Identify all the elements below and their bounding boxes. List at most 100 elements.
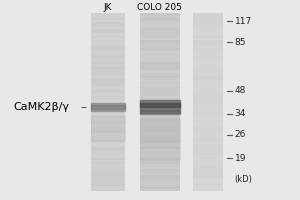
Bar	[193, 153, 223, 155]
Bar	[91, 151, 125, 153]
Bar	[91, 96, 125, 98]
Bar	[91, 135, 125, 138]
Text: CaMK2β/γ: CaMK2β/γ	[13, 102, 69, 112]
Bar	[193, 167, 223, 169]
Bar	[140, 160, 180, 162]
Bar	[140, 169, 180, 171]
Bar	[193, 189, 223, 191]
Text: 19: 19	[235, 154, 246, 163]
Bar	[140, 138, 180, 140]
Bar	[193, 20, 223, 22]
Bar	[140, 102, 180, 104]
Bar	[140, 80, 180, 82]
Bar	[140, 124, 180, 127]
Bar	[193, 62, 223, 64]
Bar	[193, 98, 223, 100]
Bar	[140, 115, 180, 118]
Bar	[193, 138, 223, 140]
Text: --: --	[80, 102, 87, 112]
Bar	[91, 31, 125, 33]
Bar	[91, 122, 125, 124]
Bar	[91, 91, 125, 93]
Bar	[91, 178, 125, 180]
Bar	[140, 175, 180, 178]
Bar	[140, 22, 180, 25]
Bar	[193, 100, 223, 102]
Bar	[91, 42, 125, 45]
Bar	[193, 140, 223, 142]
Bar	[140, 98, 180, 100]
Bar	[140, 167, 180, 169]
Bar	[91, 140, 125, 142]
Bar	[193, 133, 223, 135]
Bar	[140, 151, 180, 153]
Bar	[91, 20, 125, 22]
Bar	[91, 138, 125, 140]
Bar	[140, 173, 180, 175]
Bar	[193, 27, 223, 29]
Bar	[193, 122, 223, 124]
Bar	[91, 16, 125, 18]
Bar	[140, 122, 180, 124]
Bar	[140, 162, 180, 164]
Bar	[140, 144, 180, 147]
Bar	[193, 49, 223, 51]
Bar	[193, 89, 223, 91]
Bar	[193, 164, 223, 167]
Bar	[91, 147, 125, 149]
Bar	[193, 135, 223, 138]
Bar	[193, 127, 223, 129]
Bar	[140, 149, 180, 151]
Bar	[91, 124, 125, 127]
Bar	[91, 162, 125, 164]
Bar	[140, 109, 180, 111]
Bar	[193, 147, 223, 149]
Bar	[193, 142, 223, 144]
Bar	[140, 133, 180, 135]
Bar	[193, 80, 223, 82]
Bar	[91, 82, 125, 84]
Bar	[91, 62, 125, 64]
Text: 85: 85	[235, 38, 246, 47]
Bar	[91, 169, 125, 171]
Bar	[193, 175, 223, 178]
Bar	[140, 91, 180, 93]
Bar	[91, 102, 125, 104]
Bar	[140, 178, 180, 180]
Bar	[193, 36, 223, 38]
Bar	[140, 13, 180, 16]
Bar	[91, 133, 125, 135]
Bar	[140, 42, 180, 45]
Bar	[193, 91, 223, 93]
Bar	[193, 178, 223, 180]
Bar	[140, 53, 180, 56]
Bar	[91, 27, 125, 29]
Bar	[193, 18, 223, 20]
Bar	[140, 180, 180, 182]
Bar	[140, 129, 180, 131]
Bar	[193, 40, 223, 42]
Bar	[193, 64, 223, 67]
Bar	[140, 158, 180, 160]
Bar	[193, 67, 223, 69]
Text: 34: 34	[235, 109, 246, 118]
Bar	[193, 102, 223, 104]
Bar	[193, 53, 223, 56]
Bar	[140, 51, 180, 53]
Bar	[91, 18, 125, 20]
Bar	[91, 29, 125, 31]
Bar	[91, 107, 125, 109]
Bar	[193, 160, 223, 162]
Bar	[140, 142, 180, 144]
Bar	[91, 71, 125, 73]
Bar	[193, 16, 223, 18]
Bar	[140, 25, 180, 27]
Bar	[91, 155, 125, 158]
Text: JK: JK	[103, 3, 112, 12]
Bar	[91, 173, 125, 175]
Bar	[91, 33, 125, 36]
Bar	[140, 189, 180, 191]
Bar	[193, 162, 223, 164]
Bar	[193, 56, 223, 58]
Bar	[193, 76, 223, 78]
